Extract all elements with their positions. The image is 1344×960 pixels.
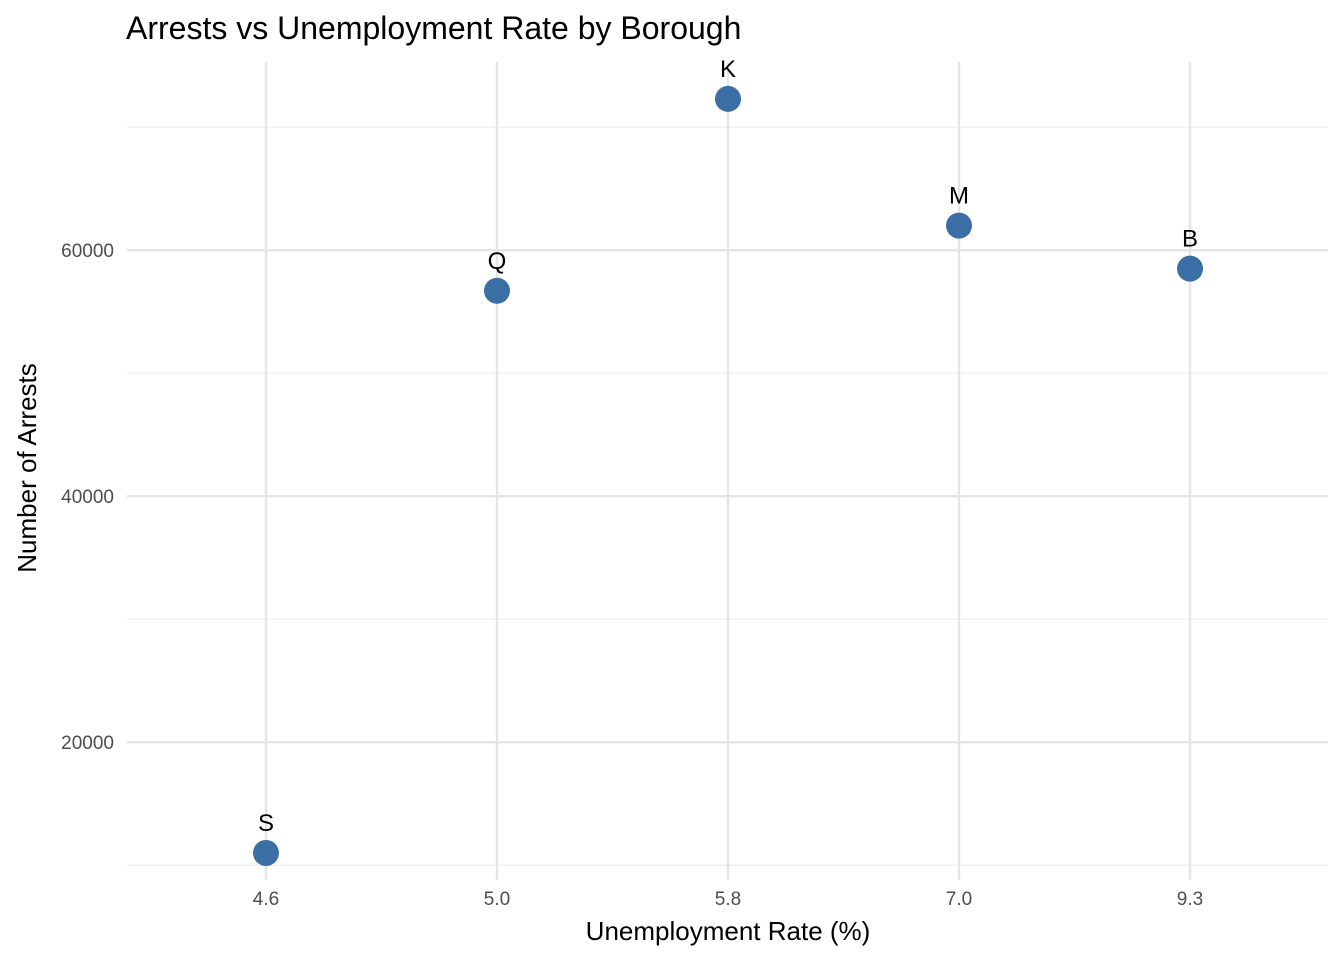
data-point [253,839,279,866]
major-gridlines-x [264,62,1192,880]
x-axis-title: Unemployment Rate (%) [586,916,871,946]
data-points [253,85,1203,866]
x-tick-label: 5.0 [484,889,510,910]
data-point-label: Q [488,248,507,275]
data-point [484,277,510,304]
data-point-labels: S Q K M B [258,56,1198,837]
y-tick-label: 40000 [61,487,114,508]
data-point-label: B [1182,226,1198,253]
x-tick-label: 9.3 [1177,889,1203,910]
data-point [1177,255,1203,282]
y-axis-tick-labels: 20000 40000 60000 [61,241,114,754]
x-tick-label: 4.6 [253,889,279,910]
chart-title: Arrests vs Unemployment Rate by Borough [126,10,741,46]
data-point-label: S [258,810,274,837]
x-tick-label: 5.8 [715,889,741,910]
y-tick-label: 20000 [61,733,114,754]
y-tick-label: 60000 [61,241,114,262]
y-axis-title: Number of Arrests [12,363,42,573]
x-axis-tick-labels: 4.6 5.0 5.8 7.0 9.3 [253,889,1203,910]
x-tick-label: 7.0 [946,889,972,910]
data-point-label: K [720,56,736,83]
data-point [715,85,741,112]
data-point [946,212,972,239]
data-point-label: M [949,183,969,210]
